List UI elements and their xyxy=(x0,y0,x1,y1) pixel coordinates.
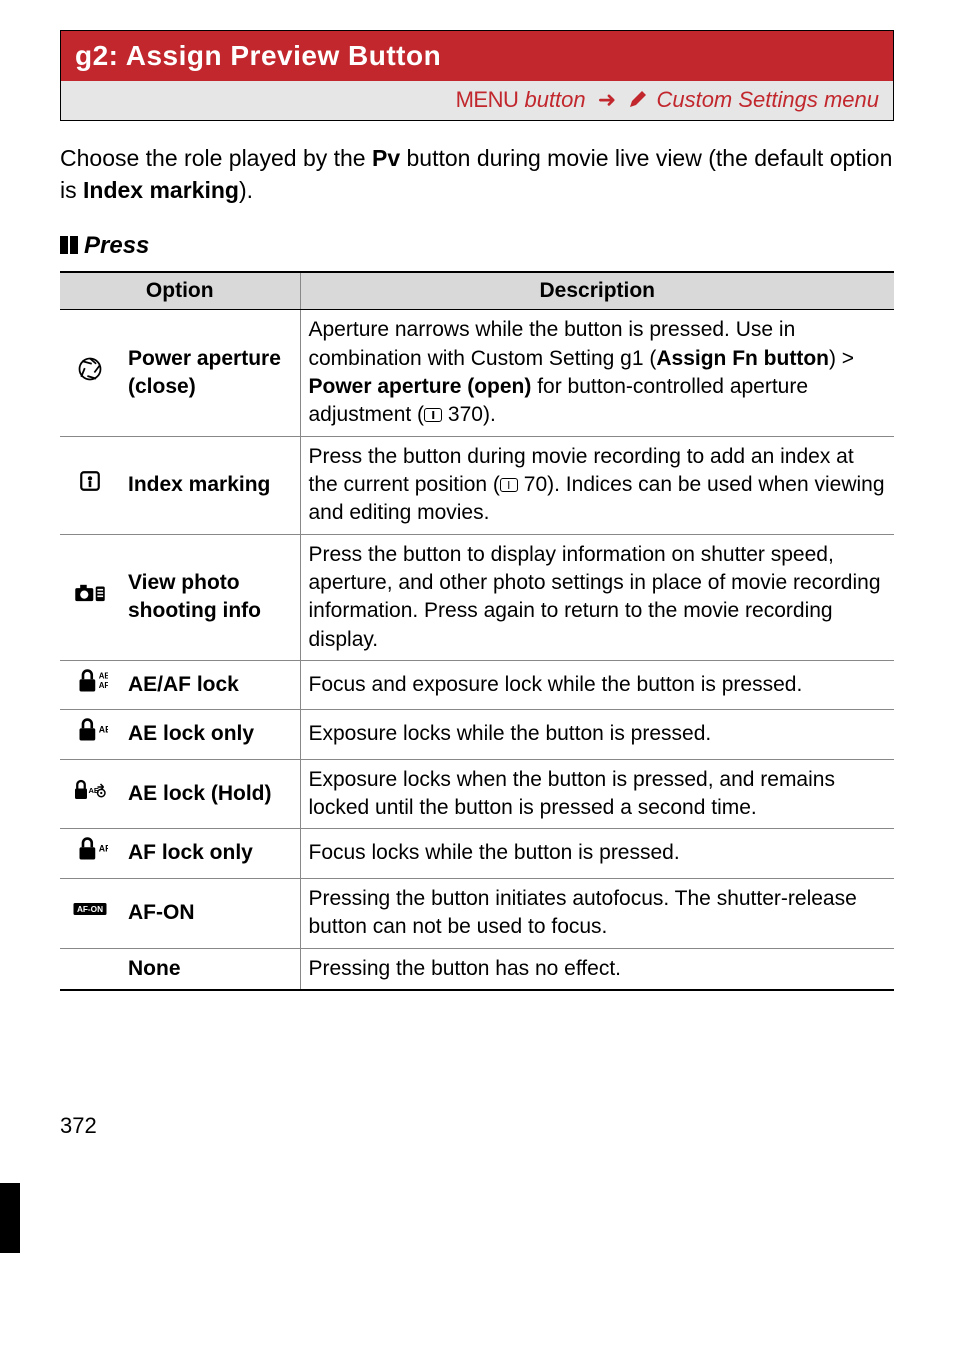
page-side-tab xyxy=(0,1183,20,1253)
option-label: AE lock (Hold) xyxy=(120,759,300,829)
table-row: AF AF lock only Focus locks while the bu… xyxy=(60,829,894,878)
page-ref-icon xyxy=(424,408,442,422)
table-row: Index marking Press the button during mo… xyxy=(60,436,894,534)
option-label: Power aperture (close) xyxy=(120,310,300,436)
desc-text: ). xyxy=(483,403,496,426)
option-description: Press the button during movie recording … xyxy=(300,436,894,534)
view-photo-info-icon xyxy=(60,534,120,660)
press-section-label: Press xyxy=(60,230,894,263)
option-label: AE/AF lock xyxy=(120,661,300,710)
menu-path-text: Custom Settings menu xyxy=(656,87,879,112)
svg-text:AE: AE xyxy=(99,725,108,735)
option-description: Aperture narrows while the button is pre… xyxy=(300,310,894,436)
svg-text:AE: AE xyxy=(99,671,108,680)
af-on-icon: AF-ON xyxy=(60,878,120,948)
press-label-text: Press xyxy=(84,232,149,259)
intro-pre: Choose the role played by the xyxy=(60,145,372,171)
aperture-close-icon xyxy=(60,310,120,436)
option-label: View photo shooting info xyxy=(120,534,300,660)
af-lock-only-icon: AF xyxy=(60,829,120,878)
option-description: Exposure locks when the button is presse… xyxy=(300,759,894,829)
page-ref: 70 xyxy=(524,473,547,496)
none-icon xyxy=(60,948,120,990)
page-ref-icon xyxy=(500,478,518,492)
table-row: AF-ON AF-ON Pressing the button initiate… xyxy=(60,878,894,948)
option-description: Focus locks while the button is pressed. xyxy=(300,829,894,878)
option-description: Pressing the button initiates autofocus.… xyxy=(300,878,894,948)
menu-button-label: MENU xyxy=(456,87,519,112)
page-ref: 370 xyxy=(448,403,483,426)
svg-text:AF-ON: AF-ON xyxy=(77,905,103,914)
desc-text: ) > xyxy=(829,347,854,370)
option-label: AF lock only xyxy=(120,829,300,878)
section-header: g2: Assign Preview Button MENU button ➜ … xyxy=(60,30,894,121)
page-number: 372 xyxy=(60,1111,894,1141)
options-table: Option Description Power aperture (close… xyxy=(60,271,894,991)
option-label: Index marking xyxy=(120,436,300,534)
section-title: g2: Assign Preview Button xyxy=(61,31,893,81)
arrow-icon: ➜ xyxy=(598,87,616,112)
table-row: AE AE lock (Hold) Exposure locks when th… xyxy=(60,759,894,829)
intro-paragraph: Choose the role played by the Pv button … xyxy=(60,143,894,205)
desc-bold: Power aperture (open) xyxy=(309,375,532,398)
option-label: AF-ON xyxy=(120,878,300,948)
intro-default: Index marking xyxy=(83,177,239,203)
table-row: Power aperture (close) Aperture narrows … xyxy=(60,310,894,436)
table-row: None Pressing the button has no effect. xyxy=(60,948,894,990)
intro-post: ). xyxy=(239,177,253,203)
button-word: button xyxy=(524,87,585,112)
index-marking-icon xyxy=(60,436,120,534)
intro-pv: Pv xyxy=(372,145,400,171)
svg-text:AF: AF xyxy=(99,844,108,854)
table-row: AE AE lock only Exposure locks while the… xyxy=(60,710,894,759)
option-label: AE lock only xyxy=(120,710,300,759)
option-description: Pressing the button has no effect. xyxy=(300,948,894,990)
ae-af-lock-icon: AE AF xyxy=(60,661,120,710)
option-description: Exposure locks while the button is press… xyxy=(300,710,894,759)
desc-bold: Assign Fn button xyxy=(656,347,829,370)
svg-text:AF: AF xyxy=(99,681,108,690)
table-row: View photo shooting info Press the butto… xyxy=(60,534,894,660)
header-description: Description xyxy=(300,272,894,310)
section-bars-icon xyxy=(60,231,80,263)
option-description: Focus and exposure lock while the button… xyxy=(300,661,894,710)
ae-lock-only-icon: AE xyxy=(60,710,120,759)
pencil-icon xyxy=(628,89,648,109)
table-row: AE AF AE/AF lock Focus and exposure lock… xyxy=(60,661,894,710)
menu-path: MENU button ➜ Custom Settings menu xyxy=(61,81,893,121)
option-label: None xyxy=(120,948,300,990)
option-description: Press the button to display information … xyxy=(300,534,894,660)
header-option: Option xyxy=(60,272,300,310)
ae-lock-hold-icon: AE xyxy=(60,759,120,829)
